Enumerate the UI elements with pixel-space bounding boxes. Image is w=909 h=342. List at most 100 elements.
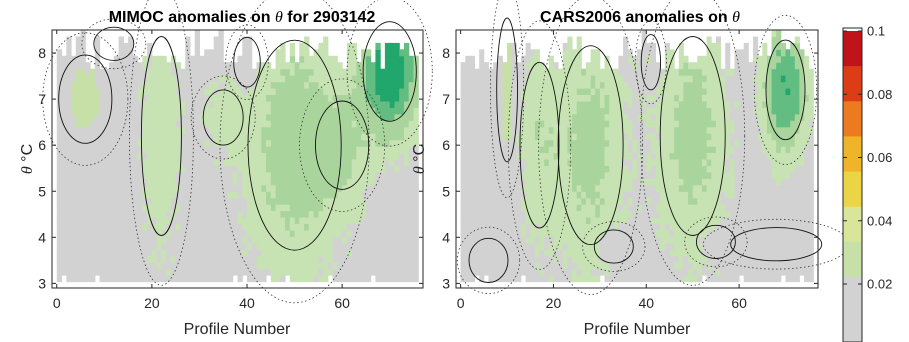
heatmap-cell: [711, 262, 717, 270]
heatmap-cell: [94, 184, 101, 192]
heatmap-cell: [743, 217, 749, 224]
heatmap-cell: [646, 242, 652, 250]
heatmap-cell: [361, 113, 367, 121]
heatmap-cell: [156, 242, 162, 250]
heatmap-cell: [567, 275, 573, 283]
heatmap-cell: [147, 210, 153, 218]
heatmap-cell: [748, 75, 754, 83]
heatmap-cell: [99, 159, 105, 166]
heatmap-cell: [137, 204, 143, 212]
heatmap-cell: [166, 88, 172, 95]
heatmap-cell: [342, 139, 348, 147]
heatmap-cell: [166, 171, 172, 179]
heatmap-cell: [375, 191, 381, 199]
heatmap-cell: [725, 75, 731, 83]
heatmap-cell: [558, 262, 564, 270]
heatmap-cell: [56, 178, 63, 186]
heatmap-cell: [113, 178, 120, 186]
heatmap-cell: [256, 236, 262, 244]
heatmap-cell: [660, 249, 666, 257]
heatmap-cell: [739, 255, 745, 263]
heatmap-cell: [356, 229, 362, 237]
heatmap-cell: [189, 229, 196, 237]
heatmap-cell: [460, 210, 466, 218]
heatmap-cell: [223, 126, 229, 134]
heatmap-cell: [674, 120, 680, 128]
heatmap-cell: [118, 204, 124, 212]
heatmap-cell: [394, 204, 400, 212]
heatmap-cell: [266, 249, 272, 257]
heatmap-cell: [80, 94, 86, 102]
heatmap-cell: [553, 62, 559, 70]
heatmap-cell: [711, 249, 717, 257]
heatmap-cell: [94, 197, 101, 205]
heatmap-cell: [304, 165, 310, 173]
heatmap-cell: [266, 133, 272, 141]
heatmap-cell: [632, 94, 638, 102]
heatmap-cell: [483, 229, 489, 237]
heatmap-cell: [275, 197, 281, 205]
heatmap-cell: [285, 204, 291, 212]
heatmap-cell: [683, 100, 689, 108]
heatmap-cell: [539, 204, 545, 212]
heatmap-cell: [128, 88, 134, 95]
heatmap-cell: [61, 113, 67, 121]
heatmap-cell: [375, 107, 381, 115]
heatmap-cell: [237, 223, 243, 231]
heatmap-cell: [576, 42, 582, 50]
heatmap-cell: [275, 268, 281, 276]
heatmap-cell: [299, 107, 305, 115]
heatmap-cell: [715, 133, 721, 141]
heatmap-cell: [261, 255, 267, 263]
heatmap-cell: [247, 275, 253, 283]
heatmap-cell: [151, 255, 158, 263]
heatmap-cell: [711, 210, 717, 218]
heatmap-cell: [323, 165, 329, 173]
heatmap-cell: [285, 165, 291, 173]
heatmap-cell: [166, 242, 172, 250]
heatmap-cell: [623, 191, 629, 199]
heatmap-cell: [142, 275, 148, 283]
heatmap-cell: [85, 223, 91, 231]
heatmap-cell: [261, 236, 267, 244]
heatmap-cell: [734, 268, 740, 276]
heatmap-cell: [66, 268, 72, 276]
heatmap-cell: [632, 236, 638, 244]
heatmap-cell: [743, 113, 749, 121]
heatmap-cell: [706, 49, 712, 57]
heatmap-cell: [170, 197, 177, 205]
heatmap-cell: [228, 62, 234, 70]
heatmap-cell: [104, 133, 110, 141]
heatmap-cell: [562, 236, 568, 244]
heatmap-cell: [170, 62, 177, 70]
heatmap-cell: [113, 204, 120, 212]
heatmap-cell: [323, 139, 329, 147]
heatmap-cell: [488, 81, 494, 89]
heatmap-cell: [599, 242, 605, 250]
heatmap-cell: [590, 165, 596, 173]
heatmap-cell: [511, 146, 517, 154]
heatmap-cell: [80, 49, 86, 57]
heatmap-cell: [332, 262, 338, 270]
heatmap-cell: [275, 171, 281, 179]
heatmap-cell: [683, 139, 689, 147]
heatmap-cell: [342, 113, 348, 121]
heatmap-cell: [729, 242, 735, 250]
heatmap-cell: [175, 133, 181, 141]
heatmap-cell: [194, 75, 200, 83]
heatmap-cell: [572, 262, 578, 270]
heatmap-cell: [720, 81, 726, 89]
heatmap-cell: [474, 152, 480, 160]
heatmap-cell: [585, 113, 591, 121]
heatmap-cell: [613, 197, 619, 205]
heatmap-cell: [469, 223, 475, 231]
heatmap-cell: [147, 171, 153, 179]
heatmap-cell: [399, 171, 405, 179]
heatmap-cell: [66, 126, 72, 134]
heatmap-cell: [346, 133, 353, 141]
heatmap-cell: [748, 236, 754, 244]
heatmap-cell: [75, 236, 82, 244]
heatmap-cell: [660, 152, 666, 160]
heatmap-cell: [725, 165, 731, 173]
heatmap-cell: [332, 178, 338, 186]
